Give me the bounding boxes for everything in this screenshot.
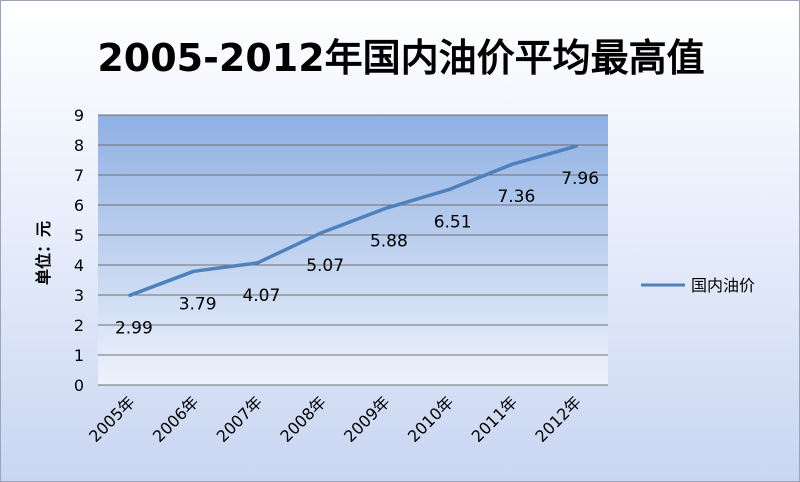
series-line-group — [128, 144, 578, 298]
y-tick-label: 4 — [74, 256, 84, 275]
legend-label-oil-price: 国内油价 — [691, 276, 755, 295]
y-axis-ticks: 0 1 2 3 4 5 6 7 8 9 — [74, 106, 84, 395]
data-label: 7.36 — [497, 187, 535, 207]
data-labels: 2.99 3.79 4.07 5.07 5.88 6.51 7.36 7.96 — [115, 169, 599, 338]
x-tick-label: 2006年 — [149, 392, 203, 446]
x-axis-ticks: 2005年 2006年 2007年 2008年 2009年 2010年 2011年 2012年 — [85, 392, 585, 446]
x-tick-label: 2011年 — [468, 392, 522, 446]
y-tick-label: 2 — [74, 316, 84, 335]
data-label: 5.07 — [306, 256, 344, 276]
y-tick-label: 5 — [74, 226, 84, 245]
data-label: 4.07 — [242, 286, 280, 306]
y-tick-label: 6 — [74, 196, 84, 215]
y-tick-label: 7 — [74, 166, 84, 185]
chart-title: 2005-2012年国内油价平均最高值 — [97, 36, 704, 80]
y-axis-label: 单位：元 — [34, 221, 53, 285]
data-label: 2.99 — [115, 318, 153, 338]
x-tick-label: 2008年 — [276, 392, 330, 446]
data-label: 6.51 — [434, 213, 472, 233]
y-tick-label: 9 — [74, 106, 84, 125]
y-tick-label: 1 — [74, 346, 84, 365]
plot-area — [98, 115, 608, 385]
x-tick-label: 2007年 — [213, 392, 267, 446]
data-label: 5.88 — [370, 232, 408, 252]
y-tick-label: 0 — [74, 376, 84, 395]
data-label: 3.79 — [179, 294, 217, 314]
x-tick-label: 2012年 — [531, 392, 585, 446]
gridlines — [98, 114, 608, 386]
x-tick-label: 2009年 — [340, 392, 394, 446]
y-tick-label: 3 — [74, 286, 84, 305]
y-tick-label: 8 — [74, 136, 84, 155]
x-tick-label: 2010年 — [404, 392, 458, 446]
series-line-0 — [128, 144, 578, 298]
data-label: 7.96 — [561, 169, 599, 189]
x-tick-label: 2005年 — [85, 392, 139, 446]
legend: 国内油价 — [641, 276, 755, 295]
